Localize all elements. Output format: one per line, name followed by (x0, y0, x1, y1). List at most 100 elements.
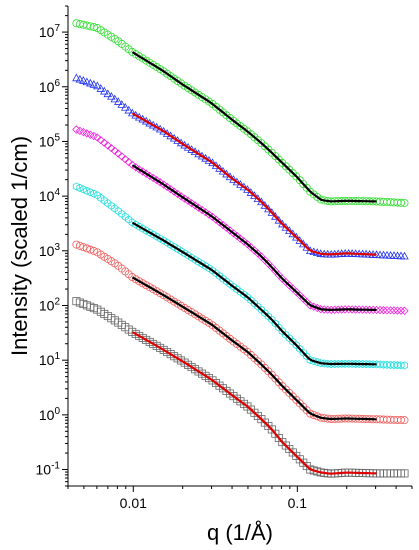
data-point (400, 251, 409, 260)
x-tick-label: 0.01 (120, 495, 147, 511)
data-point (86, 130, 95, 139)
data-point (327, 359, 335, 369)
data-point (103, 141, 112, 150)
x-tick-label: 0.1 (288, 495, 308, 511)
data-point (400, 198, 409, 207)
data-point (400, 416, 409, 425)
data-point (344, 305, 353, 314)
data-point (348, 359, 356, 368)
data-point (351, 305, 360, 314)
data-point (117, 100, 127, 108)
data-point (366, 360, 374, 369)
data-point (380, 360, 388, 369)
data-point (82, 244, 91, 253)
data-point (86, 245, 95, 254)
fit-curve (132, 222, 377, 366)
y-tick-label: 101 (39, 351, 61, 368)
data-point (341, 359, 349, 368)
data-point (345, 359, 353, 368)
series-3 (72, 125, 409, 315)
data-point (93, 133, 102, 142)
data-point (306, 409, 315, 418)
data-point (127, 108, 137, 117)
data-point (107, 143, 116, 153)
data-point (372, 305, 381, 315)
data-point (82, 77, 92, 86)
y-ticks: 10-1 100 101 102 103 104 105 106 107 (36, 5, 68, 487)
data-point (347, 305, 357, 314)
y-axis-title: Intensity (scaled 1/cm) (7, 136, 32, 356)
data-point (124, 157, 133, 167)
data-point (110, 146, 119, 155)
data-point (121, 155, 130, 164)
data-point (117, 152, 126, 161)
x-ticks: 0.01 0.1 (67, 486, 413, 511)
data-point (274, 215, 284, 224)
series-6 (72, 297, 409, 478)
data-point (72, 240, 81, 249)
data-point (376, 360, 384, 369)
data-point (390, 360, 398, 370)
data-point (386, 306, 395, 315)
data-point (358, 305, 367, 314)
data-point (352, 359, 360, 368)
data-point (368, 305, 378, 315)
data-point (396, 306, 406, 315)
y-tick-label: 104 (39, 187, 61, 204)
data-point (75, 74, 85, 83)
data-point (107, 91, 116, 100)
data-point (96, 84, 106, 92)
data-point (96, 135, 105, 145)
data-point (354, 305, 364, 314)
data-point (393, 306, 402, 315)
data-point (361, 305, 371, 314)
data-point (75, 241, 84, 250)
y-tick-label: 102 (39, 296, 61, 313)
data-point (382, 306, 392, 315)
data-point (337, 305, 346, 314)
data-point (72, 73, 81, 82)
x-axis-title: q (1/Å) (207, 520, 273, 545)
data-point (75, 126, 85, 136)
data-point (369, 360, 377, 369)
data-point (338, 359, 346, 368)
data-point (389, 306, 399, 315)
data-point (309, 411, 318, 420)
data-point (79, 76, 88, 84)
data-point (89, 246, 98, 255)
data-point (362, 360, 370, 369)
y-tick-label: 106 (39, 78, 61, 95)
data-point (379, 305, 388, 315)
data-point (89, 131, 99, 141)
y-tick-label: 107 (39, 23, 61, 40)
data-point (89, 80, 99, 88)
data-point (355, 359, 363, 369)
data-point (400, 361, 409, 370)
fit-curve (132, 164, 377, 311)
data-point (89, 23, 98, 32)
data-point (100, 86, 109, 95)
data-point (393, 361, 402, 370)
data-point (397, 361, 405, 370)
data-point (79, 243, 88, 252)
y-tick-label: 100 (39, 406, 61, 423)
fit-curve (132, 51, 377, 203)
data-point (373, 360, 381, 369)
data-point (340, 305, 350, 314)
data-point (359, 360, 367, 369)
axes-layer (67, 6, 412, 487)
data-point (128, 160, 137, 170)
y-tick-label: 10-1 (36, 461, 61, 478)
data-point (100, 138, 109, 147)
data-point (110, 94, 120, 103)
data-point (114, 149, 123, 158)
data-point (324, 359, 332, 368)
y-tick-label: 105 (39, 132, 61, 149)
data-point (334, 359, 342, 368)
data-point (72, 125, 81, 134)
data-point (400, 306, 409, 315)
data-point (113, 97, 123, 105)
data-point (387, 360, 395, 369)
series-1 (72, 19, 409, 207)
data-point (383, 360, 391, 369)
